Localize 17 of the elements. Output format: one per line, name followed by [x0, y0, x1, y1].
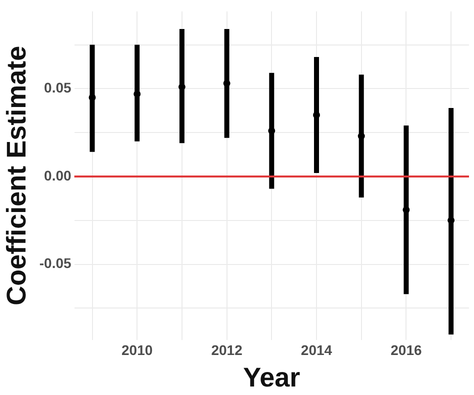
- point: [402, 206, 410, 214]
- x-tick-label: 2012: [211, 342, 243, 358]
- point: [268, 127, 276, 134]
- point: [134, 90, 141, 98]
- y-tick-label: 0.00: [44, 167, 72, 184]
- y-axis-title: Coefficient Estimate: [2, 46, 32, 306]
- x-axis-title: Year: [243, 362, 301, 392]
- y-tick-label: 0.05: [44, 80, 72, 96]
- x-tick-label: 2016: [390, 342, 422, 358]
- point: [358, 132, 365, 140]
- point: [448, 216, 455, 224]
- x-tick-label: 2010: [122, 342, 153, 358]
- y-tick-label: -0.05: [39, 255, 72, 272]
- x-tick-label: 2014: [300, 342, 332, 358]
- point: [223, 80, 230, 87]
- point: [88, 94, 96, 101]
- point: [178, 83, 186, 90]
